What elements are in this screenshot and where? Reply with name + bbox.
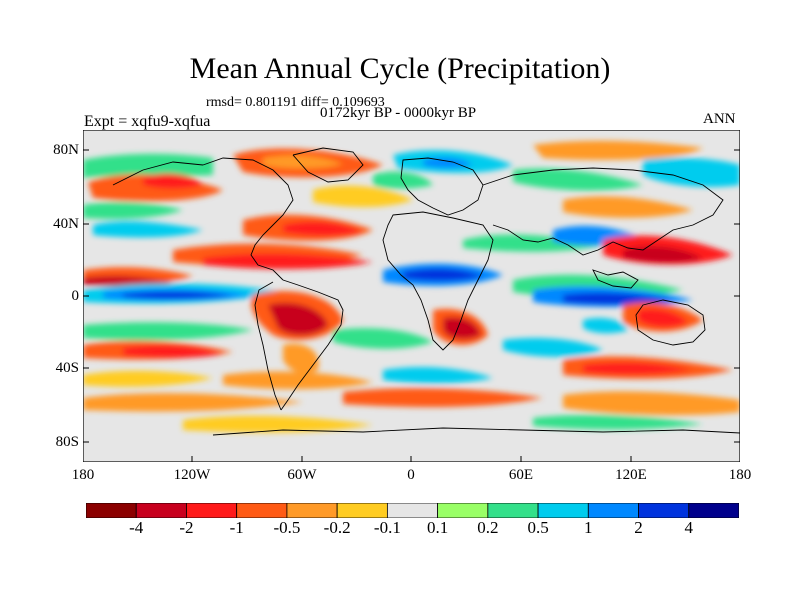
lon-label-0: 0 — [407, 467, 415, 483]
colorbar-box — [186, 503, 238, 518]
colorbar-label: -2 — [179, 518, 194, 537]
season-label: ANN — [703, 111, 736, 127]
experiment-label: Expt = xqfu9-xqfua — [84, 113, 211, 130]
colorbar-box — [236, 503, 288, 518]
colorbar-label: -1 — [229, 518, 244, 537]
rmsd-diff-stats: rmsd= 0.801191 diff= 0.109693 — [206, 95, 385, 110]
lat-label-80n: 80N — [53, 142, 79, 158]
colorbar-box — [386, 503, 439, 518]
lat-label-80s: 80S — [55, 434, 79, 450]
lon-label-120w: 120W — [173, 467, 211, 483]
colorbar-label: 4 — [684, 518, 694, 537]
map-title: Mean Annual Cycle (Precipitation) — [189, 52, 611, 85]
lon-label-60w: 60W — [287, 467, 317, 483]
colorbar-label: 1 — [584, 518, 593, 537]
time-period-label: 0172kyr BP - 0000kyr BP — [320, 105, 477, 121]
colorbar-label: -4 — [129, 518, 144, 537]
colorbar-label: -0.1 — [373, 518, 401, 537]
colorbar-box — [587, 503, 639, 518]
precipitation-map — [83, 130, 740, 462]
colorbar-box — [638, 503, 690, 518]
colorbar-box — [286, 503, 338, 518]
lat-label-0: 0 — [71, 288, 80, 304]
colorbar-label: -0.5 — [273, 518, 301, 537]
colorbar-label: -0.2 — [323, 518, 351, 537]
colorbar-label: 0.5 — [527, 518, 549, 537]
colorbar-label: 2 — [634, 518, 643, 537]
lon-label-180w: 180 — [71, 467, 95, 483]
lat-label-40s: 40S — [55, 360, 79, 376]
precipitation-field — [83, 140, 740, 433]
colorbar-box — [135, 503, 187, 518]
colorbar-label: 0.2 — [477, 518, 499, 537]
colorbar-box — [537, 503, 589, 518]
colorbar-box — [86, 503, 137, 518]
colorbar-box — [487, 503, 539, 518]
colorbar-box — [688, 503, 739, 518]
colorbar-box — [336, 503, 388, 518]
axis-ticks — [83, 149, 740, 462]
colorbar — [86, 503, 739, 518]
colorbar-box — [437, 503, 489, 518]
coastlines — [112, 147, 740, 436]
lon-label-120e: 120E — [615, 467, 647, 483]
lat-label-40n: 40N — [53, 216, 79, 232]
lon-label-60e: 60E — [508, 467, 534, 483]
colorbar-label: 0.1 — [426, 518, 449, 537]
lon-label-180e: 180 — [728, 467, 752, 483]
